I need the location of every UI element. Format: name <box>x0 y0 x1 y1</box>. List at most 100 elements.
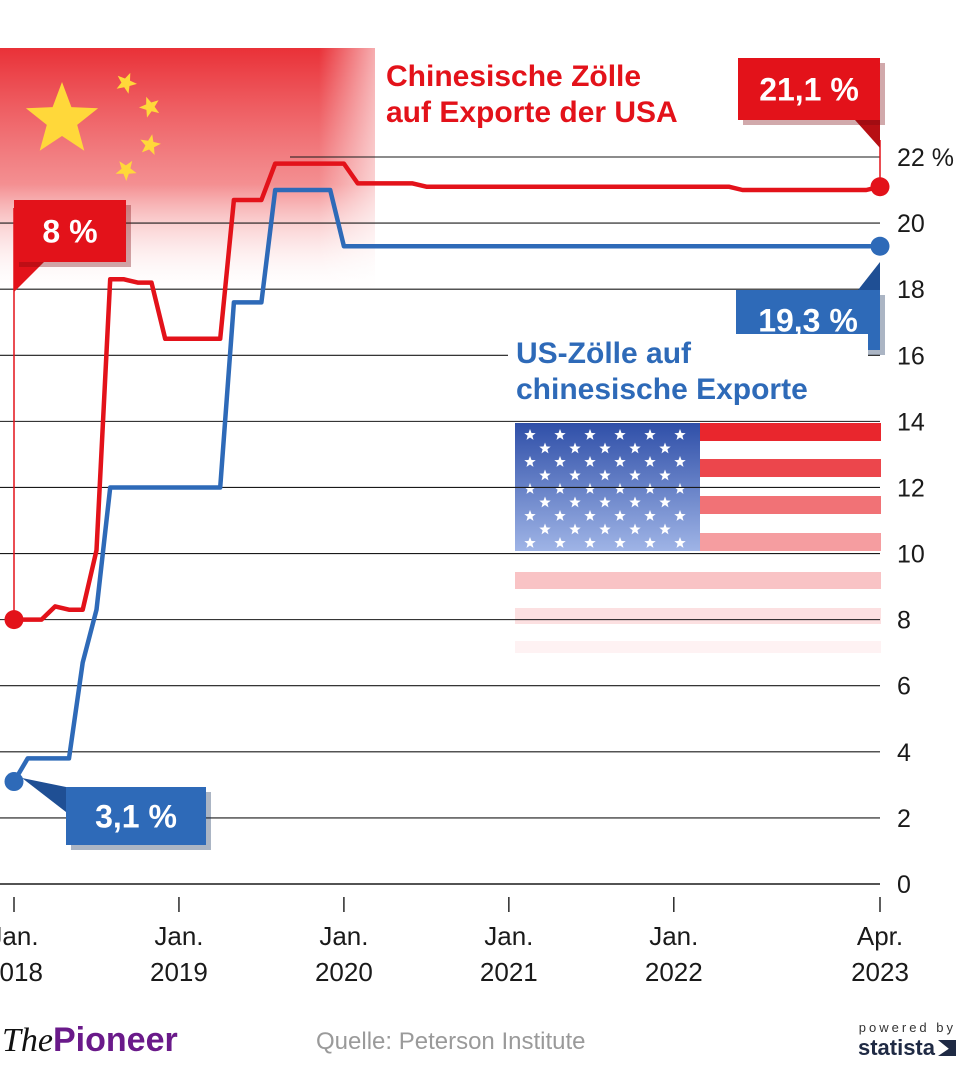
flag-stripe <box>515 572 881 589</box>
flag-star-icon <box>140 134 161 155</box>
flag-star-icon <box>629 442 641 454</box>
x-tick-label: Jan. <box>0 921 39 951</box>
flag-stripe <box>515 608 881 624</box>
flag-star-icon <box>629 469 641 481</box>
y-tick-label: 2 <box>897 805 911 833</box>
flag-star-icon <box>524 429 536 440</box>
x-tick-label: Jan. <box>319 921 368 951</box>
flag-star-icon <box>554 429 566 440</box>
flag-star-icon <box>25 82 99 151</box>
china-series-title: auf Exporte der USA <box>386 96 678 129</box>
x-tick-label: 2021 <box>480 957 538 987</box>
x-tick-label: Jan. <box>649 921 698 951</box>
flag-star-icon <box>599 442 611 454</box>
y-tick-label: 12 <box>897 474 925 502</box>
china-end-label: 21,1 % <box>738 58 885 148</box>
statista-mark-icon <box>938 1040 956 1056</box>
us-series-title: chinesische Exporte <box>516 373 808 406</box>
powered-by-text: powered by <box>858 1020 956 1035</box>
flag-star-icon <box>115 160 137 181</box>
y-tick-label: 14 <box>897 408 925 436</box>
y-axis-ticks: 0 2 4 6 8 10 12 14 16 18 20 22 % <box>897 144 954 899</box>
y-tick-label: 22 % <box>897 144 954 172</box>
flag-star-icon <box>644 483 656 494</box>
china-series-title: Chinesische Zölle <box>386 60 641 93</box>
flag-star-icon <box>629 496 641 508</box>
flag-star-icon <box>584 483 596 494</box>
flag-star-icon <box>674 429 686 440</box>
flag-star-icon <box>569 469 581 481</box>
us-start-label: 3,1 % <box>22 778 211 850</box>
flag-star-icon <box>584 429 596 440</box>
us-start-label-text: 3,1 % <box>95 799 177 835</box>
flag-star-icon <box>659 442 671 454</box>
y-tick-label: 6 <box>897 673 911 701</box>
flag-star-icon <box>554 537 566 548</box>
flag-star-icon <box>524 510 536 521</box>
flag-star-icon <box>524 483 536 494</box>
flag-star-icon <box>539 523 551 535</box>
flag-star-icon <box>554 483 566 494</box>
flag-star-icon <box>116 72 137 94</box>
china-start-label: 8 % <box>14 200 131 292</box>
us-flag-icon <box>515 423 881 653</box>
y-tick-label: 20 <box>897 210 925 238</box>
china-end-label-text: 21,1 % <box>759 72 859 108</box>
flag-star-icon <box>674 510 686 521</box>
brand-logo: ThePioneer <box>2 1021 178 1059</box>
endpoint-dot <box>4 610 24 630</box>
y-tick-label: 18 <box>897 276 925 304</box>
y-tick-label: 4 <box>897 739 911 767</box>
flag-star-icon <box>644 537 656 548</box>
y-tick-label: 0 <box>897 871 911 899</box>
statista-logo: powered by statista <box>858 1020 956 1061</box>
x-tick-label: Jan. <box>484 921 533 951</box>
flag-star-icon <box>674 483 686 494</box>
flag-star-icon <box>524 537 536 548</box>
flag-star-icon <box>674 537 686 548</box>
flag-star-icon <box>584 537 596 548</box>
flag-star-icon <box>539 496 551 508</box>
y-tick-label: 16 <box>897 342 925 370</box>
flag-star-icon <box>599 469 611 481</box>
y-tick-label: 8 <box>897 607 911 635</box>
flag-star-icon <box>584 456 596 467</box>
endpoint-dot <box>870 236 890 256</box>
flag-star-icon <box>614 483 626 494</box>
flag-star-icon <box>614 537 626 548</box>
flag-star-icon <box>554 456 566 467</box>
us-series-title: US-Zölle auf <box>516 337 692 370</box>
flag-star-icon <box>599 523 611 535</box>
flag-star-icon <box>569 523 581 535</box>
x-tick-label: Jan. <box>154 921 203 951</box>
flag-star-icon <box>659 469 671 481</box>
endpoint-dot <box>870 177 890 197</box>
flag-star-icon <box>139 96 160 118</box>
x-axis-ticks: Jan. 2018 Jan. 2019 Jan. 2020 Jan. 2021 Jan. 2022… <box>0 897 909 987</box>
china-tariff-line <box>14 161 881 622</box>
flag-star-icon <box>644 510 656 521</box>
flag-star-icon <box>614 429 626 440</box>
y-tick-label: 10 <box>897 541 925 569</box>
us-tariff-line <box>12 187 880 783</box>
china-start-label-text: 8 % <box>42 214 97 250</box>
x-tick-label: Apr. <box>857 921 903 951</box>
x-tick-label: 2019 <box>150 957 208 987</box>
flag-star-icon <box>644 429 656 440</box>
source-note: Quelle: Peterson Institute <box>316 1028 586 1055</box>
flag-star-icon <box>539 469 551 481</box>
x-tick-label: 2020 <box>315 957 373 987</box>
flag-star-icon <box>599 496 611 508</box>
flag-star-icon <box>569 496 581 508</box>
us-end-label-text: 19,3 % <box>758 303 858 339</box>
flag-star-icon <box>524 456 536 467</box>
flag-star-icon <box>554 510 566 521</box>
flag-star-icon <box>584 510 596 521</box>
flag-star-icon <box>629 523 641 535</box>
flag-star-icon <box>569 442 581 454</box>
x-tick-label: 2023 <box>851 957 909 987</box>
series-lines <box>12 161 881 783</box>
flag-star-icon <box>539 442 551 454</box>
